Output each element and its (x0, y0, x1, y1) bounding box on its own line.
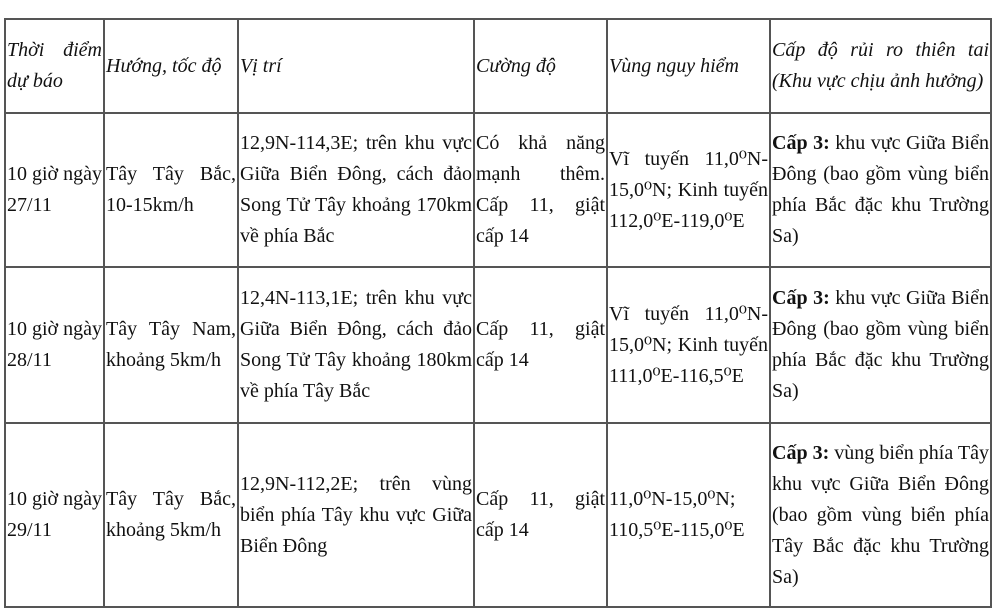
header-danger-zone: Vùng nguy hiểm (606, 18, 771, 114)
cell-risk-level: Cấp 3: khu vực Giữa Biển Đông (bao gồm v… (769, 112, 992, 268)
cell-direction: Tây Tây Bắc, khoảng 5km/h (103, 422, 239, 608)
risk-text: khu vực Giữa Biển Đông (bao gồm vùng biể… (772, 132, 989, 247)
cell-time: 10 giờ ngày 28/11 (4, 266, 105, 424)
cell-time: 10 giờ ngày 27/11 (4, 112, 105, 268)
risk-label: Cấp 3: (772, 287, 830, 309)
cell-risk-level: Cấp 3: vùng biển phía Tây khu vực Giữa B… (769, 422, 992, 608)
header-position: Vị trí (237, 18, 475, 114)
table-row: 10 giờ ngày 28/11 Tây Tây Nam, khoảng 5k… (4, 266, 992, 424)
header-row: Thời điểm dự báo Hướng, tốc độ Vị trí Cư… (4, 18, 992, 114)
forecast-table: Thời điểm dự báo Hướng, tốc độ Vị trí Cư… (4, 18, 992, 608)
risk-text: vùng biển phía Tây khu vực Giữa Biển Đôn… (772, 441, 989, 588)
cell-direction: Tây Tây Nam, khoảng 5km/h (103, 266, 239, 424)
cell-intensity: Có khả năng mạnh thêm. Cấp 11, giật cấp … (473, 112, 608, 268)
cell-danger-zone: Vĩ tuyến 11,0⁰N-15,0⁰N; Kinh tuyến 112,0… (606, 112, 771, 268)
cell-time: 10 giờ ngày 29/11 (4, 422, 105, 608)
risk-text: khu vực Giữa Biển Đông (bao gồm vùng biể… (772, 287, 989, 402)
risk-label: Cấp 3: (772, 441, 830, 464)
cell-position: 12,9N-112,2E; trên vùng biển phía Tây kh… (237, 422, 475, 608)
header-direction: Hướng, tốc độ (103, 18, 239, 114)
cell-direction: Tây Tây Bắc, 10-15km/h (103, 112, 239, 268)
cell-danger-zone: Vĩ tuyến 11,0⁰N-15,0⁰N; Kinh tuyến 111,0… (606, 266, 771, 424)
header-risk-level: Cấp độ rủi ro thiên tai (Khu vực chịu ản… (769, 18, 992, 114)
table-row: 10 giờ ngày 29/11 Tây Tây Bắc, khoảng 5k… (4, 422, 992, 608)
table-row: 10 giờ ngày 27/11 Tây Tây Bắc, 10-15km/h… (4, 112, 992, 268)
cell-risk-level: Cấp 3: khu vực Giữa Biển Đông (bao gồm v… (769, 266, 992, 424)
cell-intensity: Cấp 11, giật cấp 14 (473, 266, 608, 424)
cell-danger-zone: 11,0⁰N-15,0⁰N; 110,5⁰E-115,0⁰E (606, 422, 771, 608)
cell-intensity: Cấp 11, giật cấp 14 (473, 422, 608, 608)
risk-label: Cấp 3: (772, 132, 830, 154)
cell-position: 12,9N-114,3E; trên khu vực Giữa Biển Đôn… (237, 112, 475, 268)
header-intensity: Cường độ (473, 18, 608, 114)
cell-position: 12,4N-113,1E; trên khu vực Giữa Biển Đôn… (237, 266, 475, 424)
header-time: Thời điểm dự báo (4, 18, 105, 114)
